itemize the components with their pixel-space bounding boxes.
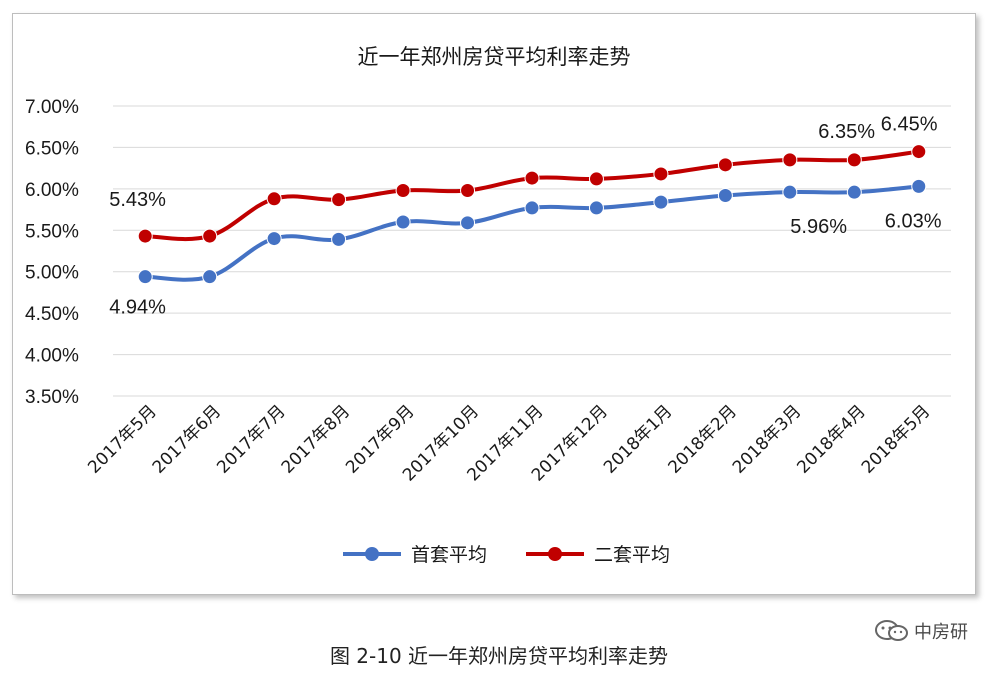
first-home-series-point bbox=[202, 269, 218, 285]
wechat-icon bbox=[875, 620, 908, 641]
source-watermark: 中房研 bbox=[874, 618, 968, 644]
first-home-series-point bbox=[460, 215, 476, 231]
first-home-series-point bbox=[137, 269, 153, 285]
chart-title: 近一年郑州房贷平均利率走势 bbox=[358, 45, 631, 69]
y-tick-label: 5.50% bbox=[25, 221, 79, 242]
second-home-series-point bbox=[782, 152, 798, 168]
data-label: 4.94% bbox=[109, 297, 166, 319]
x-tick-label: 2017年6月 bbox=[149, 401, 225, 477]
first-home-series-point bbox=[782, 184, 798, 200]
line-chart: 近一年郑州房贷平均利率走势 7.00% 6.50% 6.00% 5.50% 5.00% 4.… bbox=[25, 45, 951, 566]
source-label: 中房研 bbox=[914, 622, 968, 643]
chart-frame: 近一年郑州房贷平均利率走势 7.00% 6.50% 6.00% 5.50% 5.00% 4.… bbox=[12, 13, 976, 595]
y-tick-label: 4.50% bbox=[25, 304, 79, 325]
second-home-series-point bbox=[266, 191, 282, 207]
data-label: 6.03% bbox=[885, 210, 942, 232]
second-home-series-point bbox=[717, 157, 733, 173]
first-home-series-point bbox=[717, 187, 733, 203]
y-tick-label: 5.00% bbox=[25, 263, 79, 284]
x-tick-label: 2018年2月 bbox=[664, 401, 740, 477]
legend-marker bbox=[548, 547, 562, 561]
second-home-series-point bbox=[331, 192, 347, 208]
x-tick-label: 2018年5月 bbox=[858, 401, 934, 477]
legend-label: 首套平均 bbox=[411, 544, 487, 566]
x-tick-label: 2018年1月 bbox=[600, 401, 676, 477]
y-tick-label: 4.00% bbox=[25, 346, 79, 367]
y-tick-label: 6.50% bbox=[25, 138, 79, 159]
legend-marker bbox=[365, 547, 379, 561]
x-tick-label: 2017年7月 bbox=[213, 401, 289, 477]
first-home-series-point bbox=[395, 214, 411, 230]
x-tick-label: 2017年8月 bbox=[278, 401, 354, 477]
legend-label: 二套平均 bbox=[594, 544, 670, 566]
second-home-series-point bbox=[524, 170, 540, 186]
second-home-series-point bbox=[588, 171, 604, 187]
first-home-series-point bbox=[524, 200, 540, 216]
data-label: 6.45% bbox=[881, 114, 938, 136]
figure-caption: 图 2-10 近一年郑州房贷平均利率走势 bbox=[329, 644, 669, 668]
y-tick-label: 3.50% bbox=[25, 387, 79, 408]
data-label: 6.35% bbox=[818, 121, 875, 143]
x-tick-label: 2018年4月 bbox=[793, 401, 869, 477]
first-home-series-point bbox=[588, 200, 604, 216]
first-home-series-point bbox=[653, 194, 669, 210]
second-home-series-point bbox=[395, 183, 411, 199]
second-home-series-point bbox=[911, 144, 927, 160]
x-tick-label: 2017年5月 bbox=[84, 401, 160, 477]
second-home-series-point bbox=[202, 228, 218, 244]
y-tick-label: 6.00% bbox=[25, 180, 79, 201]
second-home-series-point bbox=[653, 166, 669, 182]
first-home-series-point bbox=[266, 231, 282, 247]
second-home-series-point bbox=[460, 183, 476, 199]
data-label: 5.96% bbox=[790, 216, 847, 238]
first-home-series-point bbox=[911, 178, 927, 194]
x-tick-label: 2018年3月 bbox=[729, 401, 805, 477]
data-label: 5.43% bbox=[109, 189, 166, 211]
first-home-series-point bbox=[846, 184, 862, 200]
second-home-series-point bbox=[846, 152, 862, 168]
first-home-series-point bbox=[331, 231, 347, 247]
y-tick-label: 7.00% bbox=[25, 97, 79, 118]
second-home-series-point bbox=[137, 228, 153, 244]
